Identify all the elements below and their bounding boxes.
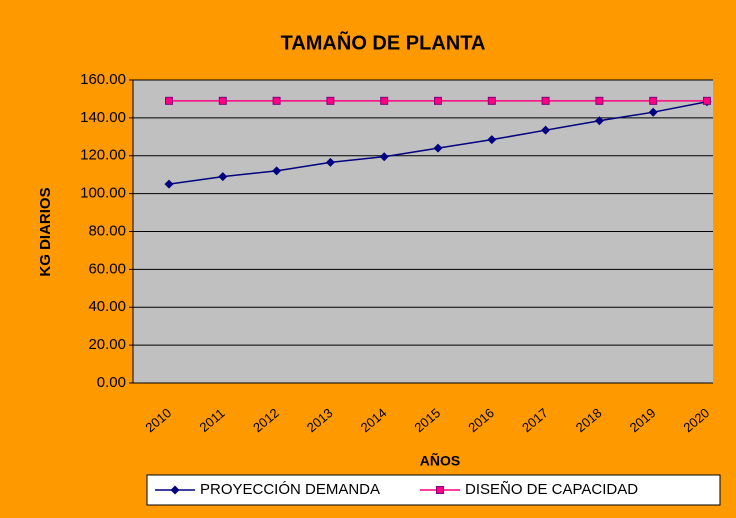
point <box>218 172 228 182</box>
legend-label: DISEÑO DE CAPACIDAD <box>465 481 638 498</box>
point <box>594 116 604 126</box>
legend-label: PROYECCIÓN DEMANDA <box>200 481 380 498</box>
y-tick-label: 120.00 <box>80 147 126 164</box>
y-tick-label: 80.00 <box>88 222 126 239</box>
point <box>165 96 173 105</box>
point <box>272 96 281 105</box>
point <box>487 96 496 105</box>
y-tick-label: 140.00 <box>80 109 126 126</box>
y-tick-label: 100.00 <box>80 185 126 202</box>
point <box>703 96 711 105</box>
point <box>541 96 550 105</box>
legend-marker <box>436 486 444 494</box>
point <box>325 157 335 167</box>
point <box>326 96 335 105</box>
y-tick-label: 60.00 <box>88 260 126 277</box>
point <box>380 96 389 105</box>
point <box>649 96 658 105</box>
point <box>434 96 442 105</box>
y-tick-label: 40.00 <box>88 298 126 315</box>
point <box>541 125 551 135</box>
point <box>595 96 604 105</box>
x-axis-title: AÑOS <box>420 452 460 469</box>
y-tick-label: 20.00 <box>88 336 126 353</box>
legend-marker <box>170 485 180 495</box>
point <box>648 107 658 117</box>
point <box>272 166 282 176</box>
point <box>487 135 497 145</box>
point <box>164 179 174 189</box>
point <box>433 143 443 153</box>
chart-title: TAMAÑO DE PLANTA <box>281 31 486 54</box>
point <box>218 96 227 105</box>
y-tick-label: 160.00 <box>80 71 126 88</box>
point <box>379 152 389 162</box>
y-tick-label: 0.00 <box>97 374 126 391</box>
y-axis-title: KG DIARIOS <box>37 187 54 276</box>
legend-box <box>146 474 721 506</box>
